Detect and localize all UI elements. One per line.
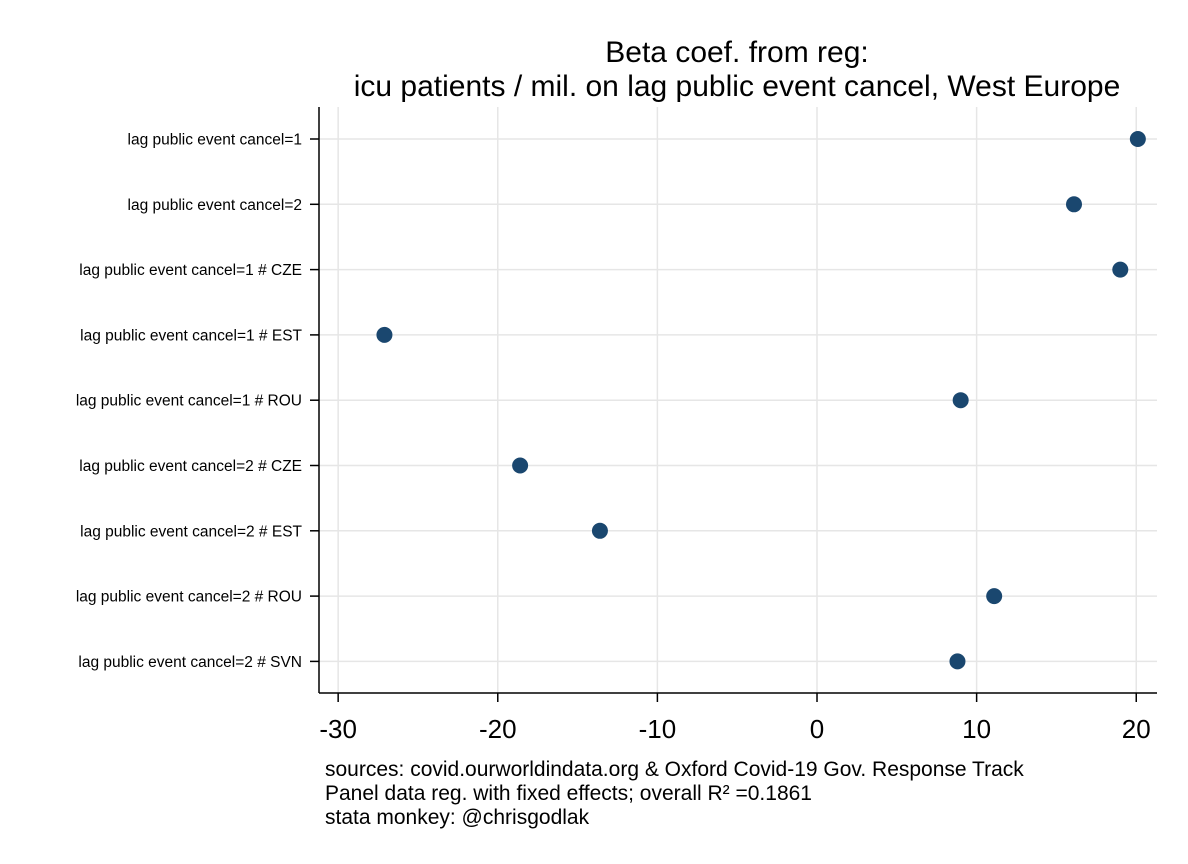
data-point	[1065, 196, 1082, 213]
data-point	[1129, 131, 1146, 147]
data-point	[376, 326, 393, 343]
x-tick-label: 10	[962, 714, 991, 744]
y-tick-label: lag public event cancel=2 # ROU	[76, 589, 302, 606]
chart-title-line-1: Beta coef. from reg:	[605, 36, 868, 69]
x-tick-label: 20	[1122, 714, 1151, 744]
y-tick-label: lag public event cancel=2 # CZE	[79, 458, 302, 475]
data-point	[949, 653, 966, 670]
chart-notes: sources: covid.ourworldindata.org & Oxfo…	[325, 758, 1024, 829]
y-tick-label: lag public event cancel=1 # ROU	[76, 393, 302, 410]
x-tick-label: -20	[479, 714, 517, 744]
data-point	[1112, 261, 1129, 278]
data-point	[952, 392, 969, 409]
note-credit: stata monkey: @chrisgodlak	[325, 806, 590, 829]
data-point	[591, 522, 608, 539]
y-tick-label: lag public event cancel=2 # EST	[80, 523, 302, 540]
x-tick-label: 0	[810, 714, 824, 744]
x-axis-ticks: -30 -20 -10 0 10 20	[319, 693, 1151, 744]
y-tick-label: lag public event cancel=2	[128, 197, 303, 214]
note-model: Panel data reg. with fixed effects; over…	[325, 782, 812, 805]
note-sources: sources: covid.ourworldindata.org & Oxfo…	[325, 758, 1024, 781]
y-tick-label: lag public event cancel=2 # SVN	[78, 654, 302, 671]
y-tick-label: lag public event cancel=1 # EST	[80, 327, 302, 344]
y-axis-ticks: lag public event cancel=1 lag public even…	[76, 132, 319, 671]
data-points	[376, 131, 1146, 670]
y-gridlines	[319, 138, 1157, 663]
chart-title-line-2: icu patients / mil. on lag public event …	[354, 70, 1121, 103]
x-tick-label: -10	[639, 714, 677, 744]
x-tick-label: -30	[319, 714, 357, 744]
data-point	[986, 588, 1003, 605]
data-point	[512, 457, 529, 474]
y-tick-label: lag public event cancel=1 # CZE	[79, 262, 302, 279]
y-tick-label: lag public event cancel=1	[128, 132, 303, 149]
